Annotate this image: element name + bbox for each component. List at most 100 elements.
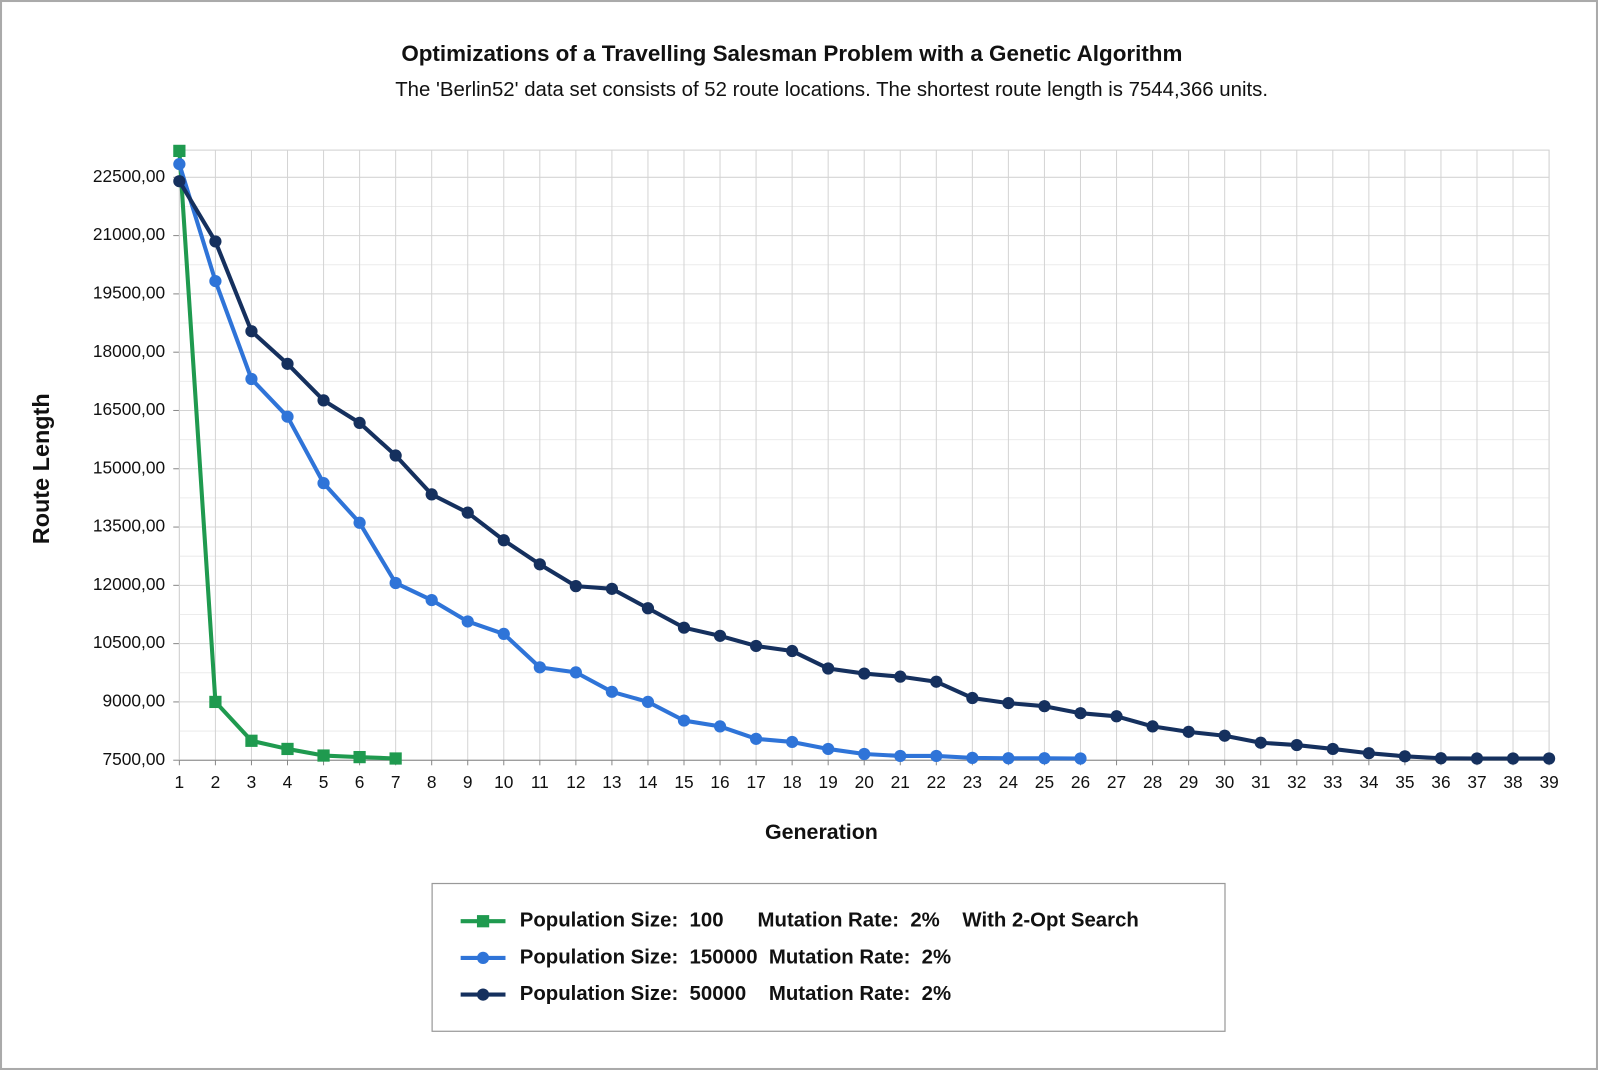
x-tick-label: 25 bbox=[1035, 772, 1054, 792]
x-tick-label: 15 bbox=[674, 772, 693, 792]
point bbox=[894, 670, 907, 683]
point bbox=[353, 516, 366, 529]
x-tick-label: 17 bbox=[746, 772, 765, 792]
x-tick-label: 5 bbox=[319, 772, 329, 792]
point bbox=[245, 372, 258, 386]
legend-label: Population Size: 150000 Mutation Rate: 2… bbox=[520, 946, 951, 968]
point bbox=[858, 747, 871, 761]
point bbox=[822, 662, 835, 675]
point bbox=[281, 410, 294, 423]
point bbox=[1326, 742, 1339, 756]
point bbox=[749, 639, 763, 653]
x-tick-label: 29 bbox=[1179, 772, 1198, 792]
point bbox=[476, 951, 490, 965]
x-tick-label: 3 bbox=[247, 772, 257, 792]
x-tick-label: 36 bbox=[1431, 772, 1450, 792]
x-tick-label: 1 bbox=[175, 772, 185, 792]
point bbox=[1218, 729, 1231, 742]
point bbox=[1074, 707, 1087, 720]
point bbox=[1506, 752, 1520, 765]
point bbox=[1470, 752, 1484, 765]
legend-label: Population Size: 100 Mutation Rate: 2% W… bbox=[520, 910, 1139, 932]
x-tick-label: 11 bbox=[531, 772, 549, 792]
point bbox=[476, 988, 490, 1001]
x-tick-label: 21 bbox=[891, 772, 910, 792]
y-tick-label: 16500,00 bbox=[93, 399, 165, 419]
point bbox=[1146, 720, 1159, 733]
point bbox=[605, 582, 619, 595]
point bbox=[1038, 700, 1051, 713]
point bbox=[425, 593, 438, 607]
point bbox=[749, 732, 763, 745]
x-tick-label: 31 bbox=[1251, 772, 1270, 792]
x-tick-label: 10 bbox=[494, 772, 513, 792]
x-axis-label: Generation bbox=[765, 820, 878, 844]
y-tick-label: 15000,00 bbox=[93, 457, 165, 477]
x-tick-label: 12 bbox=[566, 772, 585, 792]
point bbox=[1074, 752, 1087, 765]
point bbox=[930, 675, 943, 688]
point bbox=[569, 580, 582, 593]
x-tick-label: 26 bbox=[1071, 772, 1090, 792]
point bbox=[497, 627, 510, 641]
point bbox=[1542, 752, 1556, 765]
point bbox=[389, 752, 402, 765]
point bbox=[281, 357, 294, 370]
point bbox=[894, 749, 907, 763]
point bbox=[461, 615, 474, 628]
point bbox=[966, 691, 979, 705]
point bbox=[353, 416, 366, 430]
x-tick-label: 39 bbox=[1539, 772, 1558, 792]
point bbox=[209, 274, 222, 288]
point bbox=[569, 666, 582, 679]
point bbox=[1182, 725, 1195, 738]
x-tick-label: 33 bbox=[1323, 772, 1342, 792]
y-tick-label: 19500,00 bbox=[93, 282, 165, 302]
x-tick-label: 37 bbox=[1467, 772, 1486, 792]
legend-label: Population Size: 50000 Mutation Rate: 2% bbox=[520, 983, 951, 1005]
y-tick-label: 7500,00 bbox=[103, 749, 166, 769]
point bbox=[605, 685, 619, 698]
point bbox=[1398, 750, 1412, 763]
point bbox=[930, 749, 943, 763]
chart-title: Optimizations of a Travelling Salesman P… bbox=[401, 41, 1182, 66]
point bbox=[641, 695, 655, 709]
x-tick-label: 4 bbox=[283, 772, 293, 792]
point bbox=[317, 394, 330, 407]
x-tick-label: 22 bbox=[927, 772, 946, 792]
x-tick-label: 16 bbox=[710, 772, 729, 792]
x-tick-label: 38 bbox=[1503, 772, 1522, 792]
x-tick-label: 9 bbox=[463, 772, 473, 792]
point bbox=[641, 602, 655, 615]
y-tick-label: 18000,00 bbox=[93, 341, 165, 361]
point bbox=[786, 644, 799, 658]
x-tick-label: 28 bbox=[1143, 772, 1162, 792]
point bbox=[476, 915, 490, 928]
y-tick-label: 22500,00 bbox=[93, 166, 165, 186]
point bbox=[822, 742, 835, 756]
point bbox=[533, 661, 546, 674]
x-tick-label: 18 bbox=[783, 772, 802, 792]
y-tick-label: 21000,00 bbox=[93, 224, 165, 244]
x-tick-label: 27 bbox=[1107, 772, 1126, 792]
point bbox=[353, 750, 366, 764]
point bbox=[173, 144, 186, 158]
x-tick-label: 2 bbox=[211, 772, 221, 792]
x-tick-label: 6 bbox=[355, 772, 365, 792]
point bbox=[1362, 747, 1375, 760]
point bbox=[245, 734, 258, 747]
point bbox=[966, 751, 979, 764]
x-tick-label: 19 bbox=[819, 772, 838, 792]
x-tick-label: 7 bbox=[391, 772, 401, 792]
y-tick-label: 13500,00 bbox=[93, 516, 165, 536]
chart-subtitle: The 'Berlin52' data set consists of 52 r… bbox=[395, 79, 1268, 101]
point bbox=[1002, 696, 1015, 710]
point bbox=[317, 477, 330, 490]
point bbox=[1002, 752, 1015, 765]
point bbox=[245, 325, 258, 338]
point bbox=[209, 695, 222, 709]
point bbox=[281, 742, 294, 756]
point bbox=[1110, 710, 1123, 723]
